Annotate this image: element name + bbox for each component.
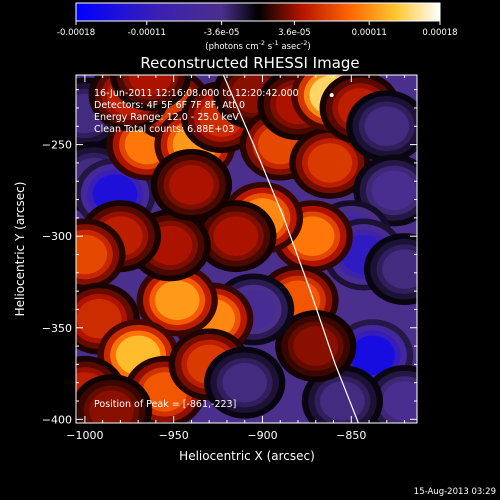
peak-marker (329, 93, 334, 98)
x-axis-label: Heliocentric X (arcsec) (179, 449, 315, 463)
emission-blob (382, 249, 417, 289)
emission-map (76, 75, 417, 423)
emission-blob (213, 216, 259, 256)
footer-timestamp: 15-Aug-2013 03:29 (414, 487, 496, 497)
annotation-peak: Position of Peak = [-861,-223] (94, 399, 236, 410)
solar-limb-line (222, 75, 359, 423)
x-tick-label: −1000 (66, 429, 103, 442)
colorbar-tick-label: -0.00011 (128, 28, 166, 38)
y-axis-label: Heliocentric Y (arcsec) (13, 182, 27, 317)
emission-blob (382, 381, 417, 421)
colorbar-tick-label: -3.6e-05 (204, 28, 240, 38)
annotations: 16-Jun-2011 12:16:08.000 to 12:20:42.000… (94, 88, 299, 410)
emission-blob (364, 106, 410, 147)
y-tick-label: −400 (42, 413, 72, 426)
annotation-energy: Energy Range: 12.0 - 25.0 keV (94, 112, 239, 123)
chart-title: Reconstructed RHESSI Image (140, 54, 359, 72)
annotation-detectors: Detectors: 4F 5F 6F 7F 8F, Att 0 (94, 100, 245, 111)
y-tick-label: −350 (42, 322, 72, 335)
emission-blob (76, 234, 108, 275)
y-tick-label: −300 (42, 230, 72, 243)
emission-blob (320, 381, 365, 421)
x-tick-label: −950 (159, 429, 189, 442)
emission-blob (371, 170, 417, 211)
colorbar-tick-label: -0.00018 (57, 28, 95, 38)
image-region (76, 75, 417, 423)
colorbar-tick-label: 0.00018 (422, 28, 457, 38)
emission-blob (154, 280, 200, 321)
annotation-time: 16-Jun-2011 12:16:08.000 to 12:20:42.000 (94, 88, 299, 99)
colorbar-tick-label: 0.00011 (352, 28, 387, 38)
emission-blob (293, 326, 339, 366)
emission-blob (222, 362, 268, 403)
y-tick-label: −250 (42, 139, 72, 152)
emission-blob (350, 335, 395, 376)
colorbar-tick-label: 3.6e-05 (278, 28, 311, 38)
emission-blob (307, 143, 353, 183)
x-tick-label: −850 (336, 429, 366, 442)
emission-blob (169, 165, 214, 205)
colorbar-label: (photons cm-2 s-1 asec-2) (205, 39, 310, 52)
colorbar: -0.00018 -0.00011 -3.6e-05 3.6e-05 0.00011 0.… (57, 2, 458, 52)
emission-blob (76, 298, 122, 339)
emission-blob (89, 390, 134, 423)
colorbar-gradient (75, 2, 441, 22)
colorbar-ticks: -0.00018 -0.00011 -3.6e-05 3.6e-05 0.00011 0.… (57, 21, 458, 38)
y-axis-ticks: −250 −300 −350 −400 (42, 89, 417, 426)
annotation-clean: Clean Total counts: 6.88E+03 (94, 124, 234, 135)
plot-frame (75, 74, 418, 424)
x-tick-label: −900 (247, 429, 277, 442)
x-axis-ticks: −1000 −950 −900 −850 (66, 75, 406, 442)
emission-blob (128, 75, 173, 95)
